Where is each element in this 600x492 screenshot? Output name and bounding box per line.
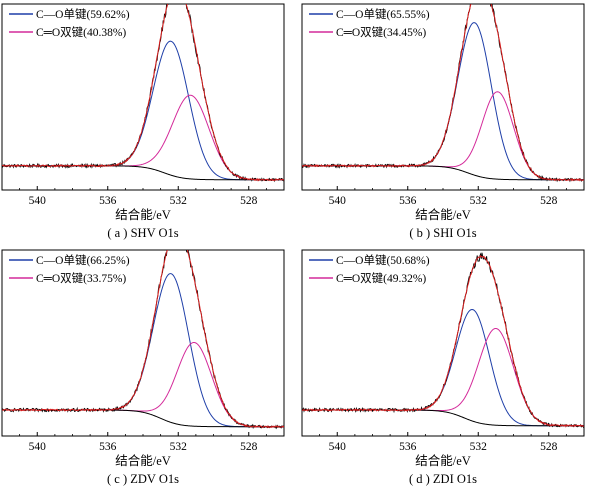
legend-item-co-single: C—O单键(66.25%) [36,253,130,267]
chart-svg: 540 536 532 528 结合能/eV ( d ) ZDI O1s C—O单键(50.… [301,249,585,486]
x-tick-label: 536 [399,441,417,453]
x-tick-label: 536 [99,195,117,207]
x-tick-label: 532 [170,441,188,453]
x-tick-label: 532 [170,195,188,207]
x-tick-label: 540 [329,441,347,453]
legend-item-co-double: C═O双键(49.32%) [336,271,426,285]
chart-panel-a: 540 536 532 528 结合能/eV ( a ) SHV O1s C—O单键(59.… [0,0,300,246]
x-axis-title: 结合能/eV [115,453,171,468]
panel-caption-a: ( a ) SHV O1s [107,226,178,240]
x-tick-label: 536 [399,195,417,207]
x-tick-label: 528 [540,195,558,207]
x-tick-label: 540 [29,195,47,207]
legend-item-co-single: C—O单键(50.68%) [336,253,430,267]
x-axis-title: 结合能/eV [115,207,171,222]
panel-caption-d: ( d ) ZDI O1s [409,472,477,486]
legend-item-co-single: C—O单键(65.55%) [336,7,430,21]
panel-caption-c: ( c ) ZDV O1s [107,472,179,486]
legend-item-co-double: C═O双键(34.45%) [336,25,426,39]
x-tick-label: 536 [99,441,117,453]
series-line-co-single [2,273,284,428]
series-line-co-single [2,40,284,181]
plot-area [302,252,584,429]
x-tick-label: 532 [470,195,488,207]
series-line-co-single [302,308,584,427]
series-line-co-double [2,341,284,428]
x-tick-label: 532 [470,441,488,453]
chart-svg: 540 536 532 528 结合能/eV ( b ) SHI O1s C—O单键(65.… [301,3,585,240]
x-axis-title: 结合能/eV [415,207,471,222]
series-line-co-single [302,22,584,181]
plot-area [2,4,284,183]
plot-area [2,250,284,430]
panel-caption-b: ( b ) SHI O1s [409,226,476,240]
x-tick-label: 540 [29,441,47,453]
x-tick-label: 540 [329,195,347,207]
x-tick-label: 528 [240,195,258,207]
chart-svg: 540 536 532 528 结合能/eV ( c ) ZDV O1s C—O单键(66.… [1,249,285,486]
x-tick-label: 528 [240,441,258,453]
x-tick-label: 528 [540,441,558,453]
series-line-background [302,409,584,427]
chart-panel-b: 540 536 532 528 结合能/eV ( b ) SHI O1s C—O单键(65.… [300,0,600,246]
legend-item-co-double: C═O双键(33.75%) [36,271,126,285]
chart-panel-d: 540 536 532 528 结合能/eV ( d ) ZDI O1s C—O单键(50.… [300,246,600,492]
chart-svg: 540 536 532 528 结合能/eV ( a ) SHV O1s C—O单键(59.… [1,3,285,240]
legend-item-co-single: C—O单键(59.62%) [36,7,130,21]
chart-panel-c: 540 536 532 528 结合能/eV ( c ) ZDV O1s C—O单键(66.… [0,246,300,492]
legend-item-co-double: C═O双键(40.38%) [36,25,126,39]
series-line-fit [302,254,584,428]
series-line-fit [302,4,584,182]
plot-area [302,4,584,183]
series-line-fit [2,4,284,182]
x-axis-title: 结合能/eV [415,453,471,468]
series-line-fit [2,250,284,429]
